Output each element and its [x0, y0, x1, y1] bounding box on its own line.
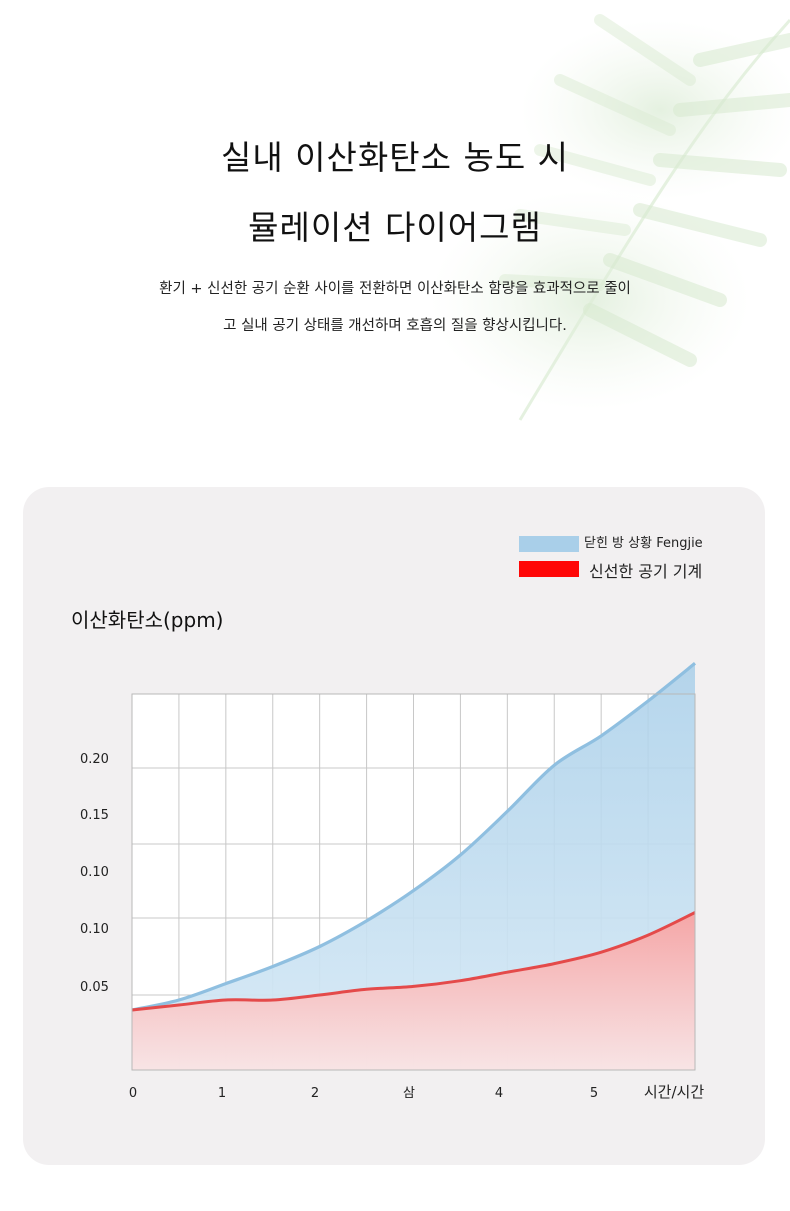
y-tick-label: 0.05 — [80, 980, 109, 995]
co2-chart: 0.20 0.15 0.10 0.10 0.05 0 1 2 삼 4 5 시간/시간 — [80, 662, 704, 1101]
legend-swatch-fresh-air — [519, 561, 579, 577]
closed-room-line — [131, 662, 697, 1012]
y-tick-label: 0.10 — [80, 865, 109, 880]
legend-label-closed-room: 닫힌 방 상황 Fengjie — [584, 536, 703, 551]
y-tick-label: 0.20 — [80, 752, 109, 767]
x-tick-label: 1 — [218, 1086, 226, 1101]
chart-card: 닫힌 방 상황 Fengjie 신선한 공기 기계 이산화탄소(ppm) 0.2… — [23, 487, 765, 1165]
x-tick-label: 삼 — [403, 1086, 415, 1101]
y-tick-label: 0.10 — [80, 922, 109, 937]
legend-label-fresh-air: 신선한 공기 기계 — [589, 562, 703, 581]
page-subtitle-line-2: 고 실내 공기 상태를 개선하며 호흡의 질을 향상시킵니다. — [223, 318, 567, 334]
x-tick-label: 4 — [495, 1086, 503, 1101]
y-axis-label: 이산화탄소(ppm) — [71, 608, 224, 632]
x-axis-label: 시간/시간 — [644, 1083, 704, 1101]
x-tick-label: 0 — [129, 1086, 137, 1101]
fresh-air-line — [131, 911, 696, 1012]
page-title-line-1: 실내 이산화탄소 농도 시 — [220, 138, 570, 177]
page-subtitle-line-1: 환기 + 신선한 공기 순환 사이를 전환하면 이산화탄소 함량을 효과적으로 … — [159, 281, 631, 297]
fresh-air-area — [132, 912, 695, 1070]
legend-swatch-closed-room — [519, 536, 579, 552]
x-tick-label: 5 — [590, 1086, 598, 1101]
plot-area-border — [131, 693, 696, 1071]
y-tick-label: 0.15 — [80, 808, 109, 823]
page-title-line-2: 뮬레이션 다이어그램 — [248, 208, 542, 247]
x-tick-label: 2 — [311, 1086, 319, 1101]
